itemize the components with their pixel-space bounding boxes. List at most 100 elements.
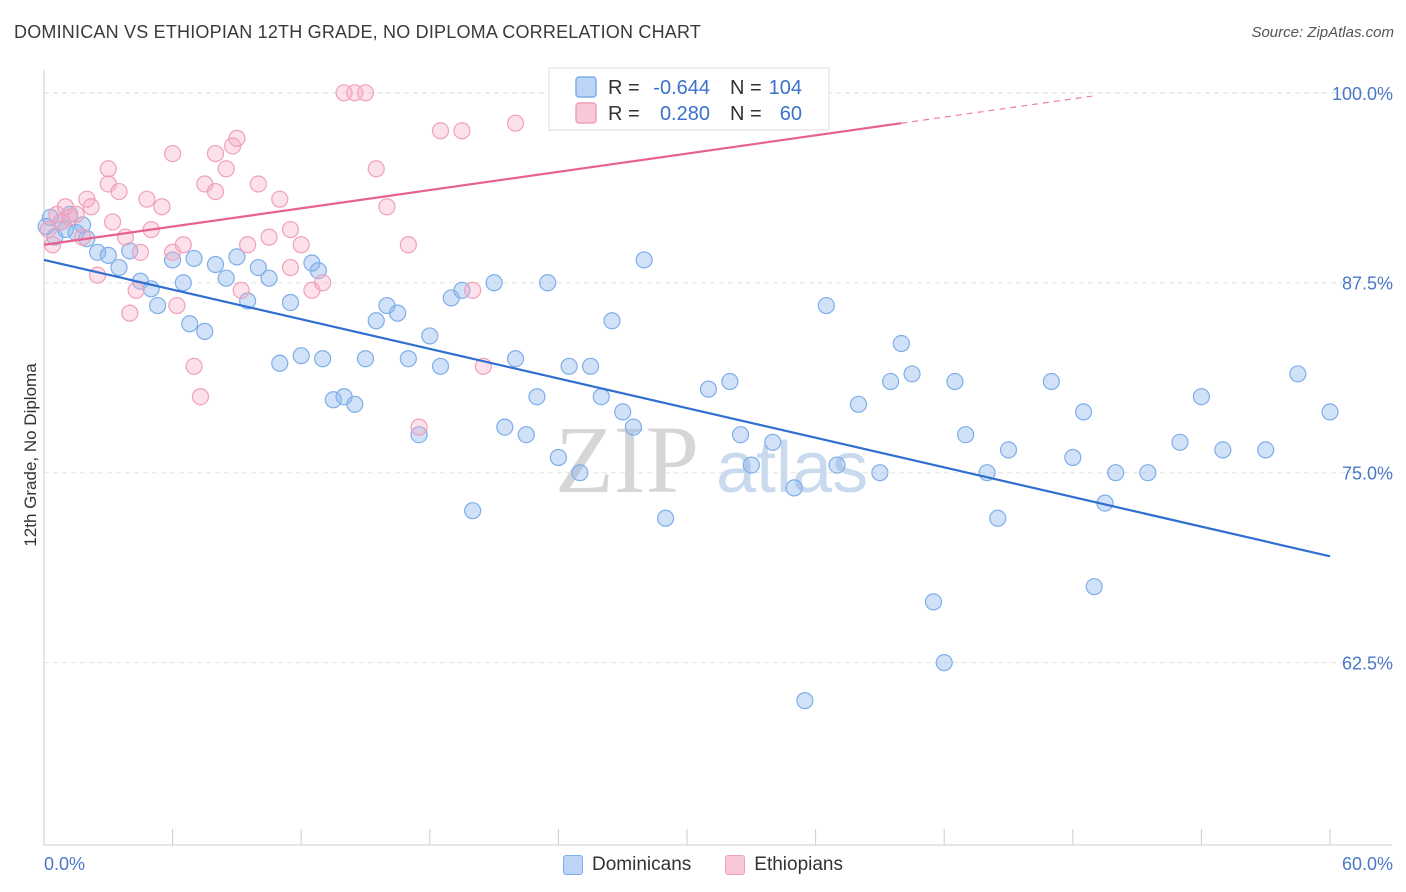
ethiopian-point <box>174 236 192 254</box>
dominican-point <box>1257 441 1275 459</box>
dominican-point <box>271 354 289 372</box>
dominican-point <box>592 388 610 406</box>
dominican-point <box>699 380 718 398</box>
source-label: Source: ZipAtlas.com <box>1251 24 1394 41</box>
ethiopian-point <box>506 114 525 132</box>
y-axis-label: 12th Grade, No Diploma <box>21 363 40 547</box>
dominican-point <box>571 464 589 482</box>
dominican-point <box>73 216 92 234</box>
dominican-point <box>882 372 900 391</box>
dominican-point <box>892 334 910 353</box>
dominican-point <box>356 350 375 368</box>
dominicans-trend-line <box>43 258 1331 558</box>
dominican-point <box>785 479 803 497</box>
ethiopian-point <box>138 190 156 208</box>
dominican-point <box>464 502 482 520</box>
ethiopian-point <box>464 281 482 299</box>
legend-label-dominicans: Dominicans <box>592 854 692 875</box>
ethiopian-point <box>164 144 182 163</box>
dominican-point <box>314 350 332 368</box>
dominican-point <box>603 312 621 330</box>
ethiopian-point <box>367 160 385 178</box>
stats-n-value-1: 104 <box>769 77 802 99</box>
dominican-point <box>560 357 578 375</box>
ethiopian-point <box>88 266 107 284</box>
stats-n-label-1: N = <box>730 77 762 99</box>
dominican-point <box>1321 403 1339 421</box>
dominican-point <box>249 258 267 277</box>
legend-item-ethiopians[interactable]: Ethiopians <box>725 854 843 876</box>
ethiopian-point <box>153 198 171 216</box>
ethiopian-point <box>73 228 92 246</box>
dominican-point <box>148 296 167 315</box>
dominicans-points <box>37 84 1339 710</box>
ethiopian-point <box>431 122 450 140</box>
stats-n-value-2: 60 <box>780 103 802 125</box>
dominican-point <box>1074 403 1093 421</box>
dominican-point <box>549 448 568 467</box>
watermark-zip: ZIP <box>555 406 699 513</box>
dominican-point <box>1192 388 1211 406</box>
dominican-point <box>731 426 750 444</box>
dominican-point <box>581 357 600 375</box>
dominican-point <box>121 242 139 260</box>
y-tick-label: 62.5% <box>1342 654 1393 674</box>
y-tick-labels: 62.5% 75.0% 87.5% 100.0% <box>1332 84 1393 674</box>
ethiopian-point <box>127 281 145 299</box>
ethiopians-trend-line <box>43 122 902 246</box>
ethiopian-point <box>239 236 257 254</box>
dominican-point <box>485 274 503 292</box>
dominican-point <box>260 269 278 287</box>
dominican-point <box>506 350 525 368</box>
ethiopian-point <box>249 175 267 193</box>
dominican-point <box>1289 365 1307 383</box>
dominican-point <box>721 372 739 391</box>
dominican-point <box>539 274 557 292</box>
dominican-point <box>796 692 814 710</box>
watermark-atlas: atlas <box>716 428 868 508</box>
dominican-point <box>1107 464 1125 482</box>
dominican-point <box>871 464 889 482</box>
ethiopian-point <box>260 228 278 246</box>
y-tick-label: 75.0% <box>1342 464 1393 484</box>
ethiopian-point <box>121 304 139 322</box>
ethiopian-point <box>185 357 203 375</box>
ethiopian-point <box>399 236 417 254</box>
dominican-point <box>635 251 653 269</box>
ethiopian-point <box>131 243 150 261</box>
dominican-point <box>528 388 546 406</box>
ethiopian-point <box>228 129 246 147</box>
axes <box>43 70 1392 846</box>
stats-r-label-1: R = <box>608 77 640 99</box>
dominican-point <box>185 249 203 268</box>
ethiopian-point <box>356 84 375 102</box>
dominican-point <box>110 258 128 277</box>
dominican-point <box>1042 372 1060 391</box>
ethiopian-point <box>82 198 100 216</box>
legend-item-dominicans[interactable]: Dominicans <box>563 854 691 876</box>
dominican-point <box>517 426 535 444</box>
stats-n-label-2: N = <box>730 103 762 125</box>
dominican-point <box>389 304 407 322</box>
dominican-point <box>828 456 846 474</box>
dominican-point <box>957 426 975 444</box>
dominican-point <box>1214 441 1232 459</box>
ethiopian-point <box>378 198 396 216</box>
stats-r-label-2: R = <box>608 103 640 125</box>
ethiopian-point <box>99 160 117 178</box>
legend-label-ethiopians: Ethiopians <box>754 854 843 875</box>
dominican-point <box>206 255 225 274</box>
ethiopian-point <box>206 144 225 163</box>
grid-lines <box>44 92 1392 664</box>
ethiopian-point <box>410 418 428 436</box>
x-tick-labels: 0.0% 60.0% <box>44 854 1393 874</box>
dominican-point <box>217 269 235 287</box>
dominican-point <box>946 372 964 391</box>
dominican-point <box>614 403 632 421</box>
y-tick-label: 87.5% <box>1342 274 1393 294</box>
ethiopian-point <box>168 296 186 315</box>
ethiopian-point <box>67 205 85 223</box>
dominican-point <box>421 327 439 345</box>
ethiopian-point <box>191 388 210 406</box>
ethiopian-point <box>103 213 122 231</box>
